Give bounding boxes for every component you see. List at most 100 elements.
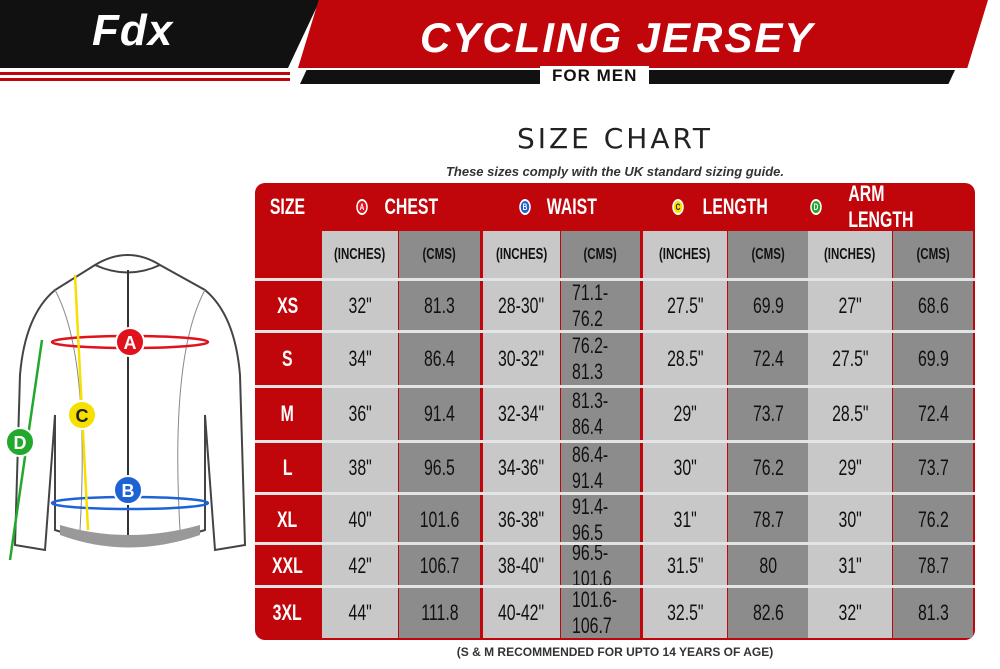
table-cell-text: 81.3 [917,600,949,625]
size-header-text: SIZE [269,194,306,219]
table-cell: 81.3-86.4 [561,388,640,440]
table-cell-text: 29" [673,401,697,426]
table-cell-text: 76.2-81.3 [572,333,609,384]
row-divider [255,542,975,545]
table-cell-text: 86.4-91.4 [572,441,609,493]
table-cell-text: 101.6-106.7 [572,587,617,638]
row-divider [255,330,975,333]
table-cell: 86.4 [399,333,480,385]
unit-header: (CMS) [399,231,480,278]
marker-c-icon: C [672,198,685,215]
table-cell-text: 31.5" [666,552,704,578]
table-cell-text: 30" [838,507,862,532]
unit-header-text: (INCHES) [824,245,876,263]
table-cell: 78.7 [893,545,973,586]
logo-background [0,0,320,68]
marker-b-icon [113,475,143,505]
table-cell: 111.8 [399,588,480,638]
table-cell: 68.6 [893,281,973,331]
chart-note: These sizes comply with the UK standard … [445,164,785,179]
size-label-xs: XS [255,281,320,331]
table-cell: 76.2 [728,443,808,492]
svg-text:A: A [124,333,137,353]
table-cell: 72.4 [893,388,973,440]
group-label: LENGTH [702,193,769,219]
unit-header-text: (CMS) [751,245,785,263]
marker-a-icon [115,327,145,357]
size-label-xl: XL [255,495,320,545]
unit-header: (INCHES) [322,231,398,278]
table-cell-text: 38-40" [498,552,545,578]
table-cell-text: 36-38" [498,507,545,532]
unit-header: (INCHES) [483,231,560,278]
table-cell: 81.3 [399,281,480,331]
table-cell-text: 32" [348,293,372,318]
row-divider [255,278,975,281]
table-cell: 27.5" [808,333,892,385]
table-cell: 91.4-96.5 [561,494,640,545]
table-cell: 44" [322,588,398,638]
table-cell: 31" [808,545,892,586]
table-cell: 30-32" [483,333,560,385]
unit-header-text: (CMS) [422,245,457,263]
table-cell: 82.6 [728,588,808,638]
table-cell-text: 96.5-101.6 [572,539,612,591]
size-label-s: S [255,333,320,385]
column-group-length: C LENGTH [643,183,808,230]
chart-title: SIZE CHART [516,122,714,155]
size-header: SIZE [255,183,320,231]
table-cell: 38-40" [483,545,560,586]
table-cell: 27.5" [643,281,727,331]
table-cell-text: 36" [348,401,372,426]
table-cell: 27" [808,281,892,331]
table-cell: 31.5" [643,545,727,586]
table-cell: 71.1-76.2 [561,280,640,331]
page-subtitle: FOR MEN [540,66,650,86]
table-cell-text: 34" [348,346,372,371]
group-label: ARM LENGTH [848,183,914,232]
table-cell-text: 68.6 [917,293,949,318]
unit-header-text: (INCHES) [659,245,711,263]
table-cell: 73.7 [893,443,973,492]
group-label: WAIST [546,193,597,219]
table-cell-text: 28.5" [666,346,704,371]
table-cell-text: 76.2 [917,507,949,532]
table-cell-text: 111.8 [420,600,459,625]
row-divider [255,440,975,443]
table-cell-text: 91.4-96.5 [572,494,609,545]
unit-header: (INCHES) [643,231,727,278]
table-cell: 69.9 [728,281,808,331]
size-label-xl-text: XL [277,507,298,532]
svg-text:B: B [122,481,135,501]
table-cell: 78.7 [728,495,808,545]
marker-d-icon: D [810,198,822,215]
size-label-3xl-text: 3XL [272,600,303,625]
table-cell-text: 101.6 [419,507,460,532]
table-cell: 73.7 [728,388,808,440]
table-cell-text: 40" [348,507,372,532]
row-divider [255,585,975,588]
size-table: SIZE A CHEST (INCHES) (CMS) B WAIST (INCHES) (CM… [255,183,975,640]
size-label-m-text: M [280,401,295,426]
table-cell-text: 42" [348,552,372,578]
stripe [0,72,290,75]
table-cell: 32" [808,588,892,638]
table-cell: 36-38" [483,495,560,545]
table-cell: 34" [322,333,398,385]
table-cell: 86.4-91.4 [561,441,640,493]
table-cell: 101.6 [399,495,480,545]
table-cell-text: 73.7 [917,454,949,480]
table-cell: 32" [322,281,398,331]
size-label-3xl: 3XL [255,588,320,638]
table-cell: 80 [728,545,808,586]
table-cell-text: 106.7 [419,552,460,578]
table-cell-text: 86.4 [424,346,455,371]
table-cell-text: 34-36" [498,454,545,480]
table-cell-text: 31" [838,552,862,578]
column-group-arm-length: D ARM LENGTH [808,183,973,232]
table-cell: 42" [322,545,398,586]
row-divider [255,492,975,495]
footnote: (S & M RECOMMENDED FOR UPTO 14 YEARS OF … [456,645,774,659]
unit-header-text: (INCHES) [495,245,548,263]
table-cell-text: 71.1-76.2 [572,280,609,331]
